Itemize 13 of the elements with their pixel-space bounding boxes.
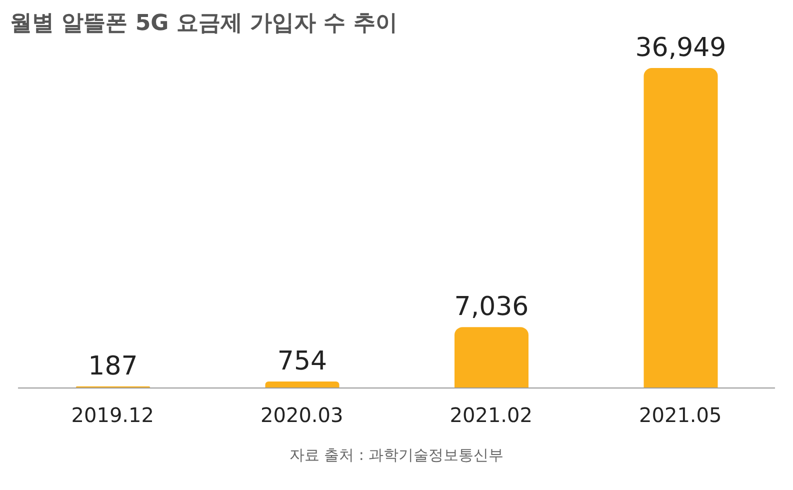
chart-title: 월별 알뜰폰 5G 요금제 가입자 수 추이 bbox=[10, 10, 398, 38]
x-tick-label: 2019.12 bbox=[71, 403, 154, 428]
x-tick-label: 2020.03 bbox=[260, 403, 344, 428]
data-label: 7,036 bbox=[454, 292, 529, 322]
data-label: 187 bbox=[88, 351, 138, 382]
x-tick-label: 2021.05 bbox=[639, 403, 722, 428]
bar bbox=[265, 381, 340, 388]
bar bbox=[454, 327, 528, 388]
bar bbox=[644, 68, 718, 388]
x-tick-label: 2021.02 bbox=[450, 403, 532, 428]
data-label: 754 bbox=[277, 346, 328, 376]
text: 자료 출처 : 과학기술정보통신부 bbox=[288, 446, 505, 465]
data-label: 36,949 bbox=[635, 33, 726, 63]
